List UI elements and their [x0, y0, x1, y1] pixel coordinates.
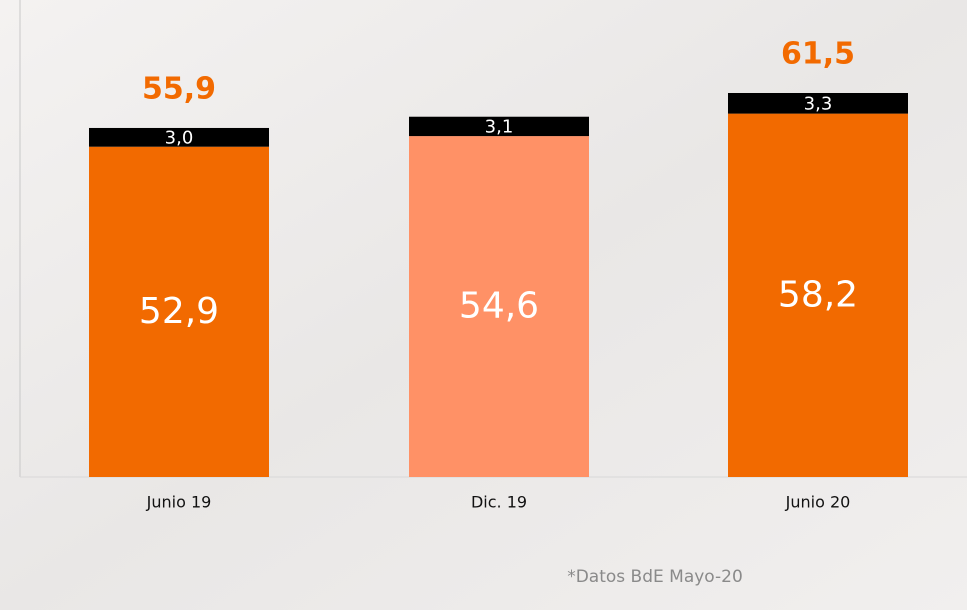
bar-segment	[409, 136, 589, 477]
bar-segment	[89, 146, 269, 477]
x-tick-label: Junio 20	[785, 493, 851, 512]
value-label: 3,1	[485, 116, 514, 137]
x-tick-label: Junio 19	[146, 493, 212, 512]
value-label: 58,2	[778, 274, 858, 315]
bar-segment	[409, 116, 589, 137]
value-label: 3,3	[804, 93, 833, 114]
value-label: 3,0	[165, 127, 194, 148]
total-label: 55,9	[142, 71, 216, 106]
bar-segment	[728, 113, 908, 477]
bar-segment	[89, 127, 269, 147]
value-label: 52,9	[139, 291, 219, 332]
total-label: 61,5	[781, 37, 855, 72]
x-tick-label: Dic. 19	[471, 493, 527, 512]
bar-segment	[728, 93, 908, 114]
footnote: *Datos BdE Mayo-20	[567, 567, 743, 587]
value-label: 54,6	[459, 286, 539, 327]
